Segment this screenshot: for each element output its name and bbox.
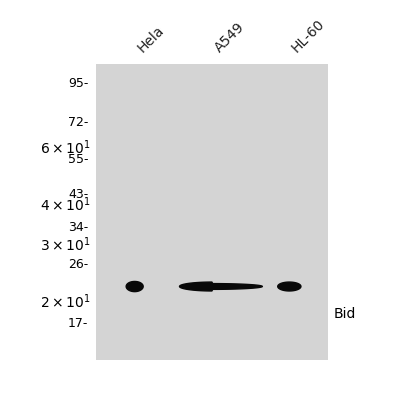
Text: A549: A549 bbox=[212, 20, 247, 55]
Text: Bid: Bid bbox=[334, 307, 356, 321]
Polygon shape bbox=[180, 282, 262, 291]
Polygon shape bbox=[126, 282, 143, 292]
Text: HL-60: HL-60 bbox=[289, 17, 328, 55]
Polygon shape bbox=[278, 282, 301, 291]
Text: Hela: Hela bbox=[135, 23, 167, 55]
